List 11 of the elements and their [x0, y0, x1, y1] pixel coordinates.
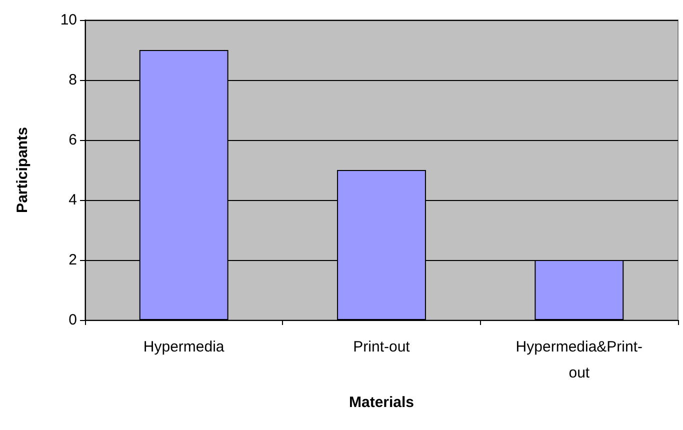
y-tick-label: 2 — [68, 252, 77, 268]
y-tick-label: 0 — [68, 312, 77, 328]
x-tick-label: Hypermedia — [143, 338, 225, 356]
x-tick-label: Print-out — [353, 338, 411, 356]
x-tick-label: Hypermedia&Print-out — [516, 338, 643, 382]
y-tick-label: 8 — [68, 72, 77, 88]
y-tick-label: 4 — [68, 192, 77, 208]
y-tick-label: 10 — [60, 12, 77, 28]
x-axis-title: Materials — [348, 394, 414, 411]
y-tick-label: 6 — [68, 132, 77, 148]
y-axis-title: Participants — [14, 127, 31, 213]
